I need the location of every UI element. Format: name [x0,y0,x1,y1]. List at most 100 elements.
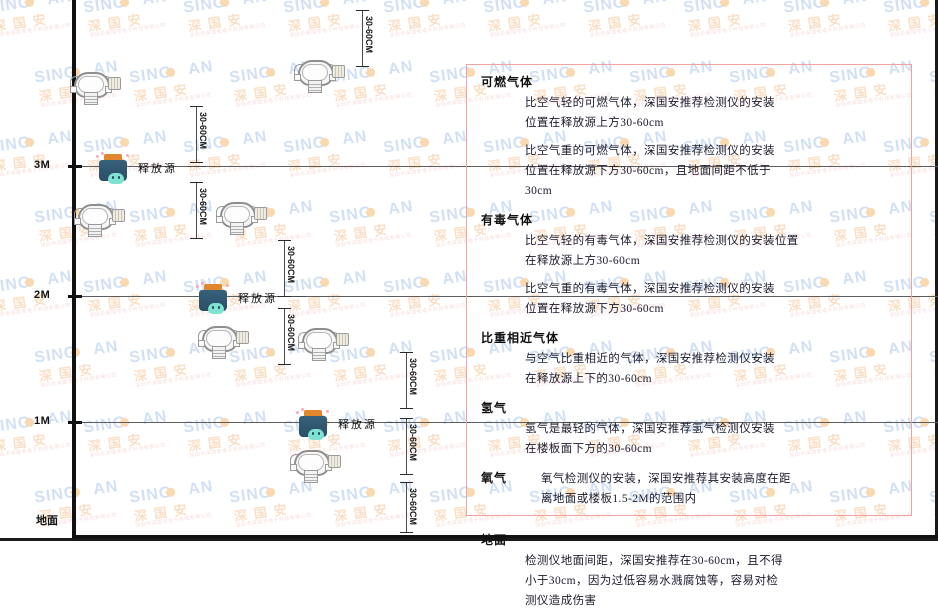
panel-section-line: 检测仪地面间距，深国安推荐在30-60cm，且不得 [525,555,783,567]
watermark-brand: SING AN [382,0,469,17]
dimension-label: 30-60CM [364,16,374,54]
detector-neck [212,346,226,359]
watermark-cn: 深国安 [87,10,149,35]
watermark-dot-icon [319,137,330,148]
detector-neck [88,224,102,237]
watermark-dot-icon [265,67,276,78]
watermark-url: 深圳市深国安电子科技有限公司 [589,22,667,40]
detector-inner-ring [78,76,104,93]
watermark-cn: 深国安 [333,360,395,385]
panel-section-line: 离地面或楼板1.5-2M的范围内 [541,493,697,505]
release-source-icon [196,282,230,314]
dimension-line [406,352,407,408]
watermark-brand: SING AN [0,0,73,17]
dimension-arrow [190,106,203,107]
watermark-url: 深圳市深国安电子科技有限公司 [189,22,267,40]
detector-inner-ring [298,454,324,471]
dimension-line [406,482,407,532]
detector-neck [84,92,98,105]
horizontal-axis-ground [72,535,938,538]
watermark-dot-icon [219,0,230,8]
dimension-label: 30-60CM [286,246,296,284]
watermark-cn: 深国安 [0,430,54,455]
release-source-label: 释放源 [138,163,177,175]
watermark-dot-icon [24,137,35,148]
watermark-brand: SING AN [682,0,769,17]
panel-section-line: 比空气轻的有毒气体，深国安推荐检测仪的安装位置 [525,235,799,247]
dimension-arrow [400,532,413,533]
release-source-leader-line [188,166,206,167]
watermark-url: 深圳市深国安电子科技有限公司 [789,22,867,40]
watermark-cn: 深国安 [887,10,938,35]
watermark-url: 深圳市深国安电子科技有限公司 [135,232,213,250]
watermark-dot-icon [319,277,330,288]
watermark-url: 深圳市深国安电子科技有限公司 [189,442,267,460]
watermark-dot-icon [919,137,930,148]
watermark-dot-icon [119,137,130,148]
detector-neck [304,470,318,483]
watermark-brand: SING AN [482,0,569,17]
watermark-cn: 深国安 [133,500,195,525]
watermark-brand: SING AN [128,477,215,507]
watermark-dot-icon [365,207,376,218]
release-source-body [199,290,227,314]
level-label-3m: 3M [34,159,51,171]
watermark-cn: 深国安 [287,10,349,35]
watermark-brand: SING AN [782,0,869,17]
release-source-body [99,160,127,184]
watermark-brand: SING AN [0,127,74,157]
watermark-dot-icon [24,277,35,288]
dimension-label: 30-60CM [286,314,296,352]
watermark-url: 深圳市深国安电子科技有限公司 [389,162,467,180]
watermark-url: 深圳市深国安电子科技有限公司 [235,92,313,110]
watermark-cn: 深国安 [133,220,195,245]
panel-section-heading: 地面 [481,533,508,547]
watermark-cn: 深国安 [187,430,249,455]
watermark-dot-icon [265,487,276,498]
watermark-dot-icon [919,277,930,288]
release-source-face [308,429,324,440]
watermark-brand: SING AN [82,267,169,297]
dimension-arrow [278,240,291,241]
gas-detector-icon [288,444,341,484]
watermark-dot-icon [619,0,630,8]
watermark-brand: SING AN [282,0,369,17]
release-source-body [299,416,327,440]
panel-section-line: 比空气重的可燃气体，深国安推荐检测仪的安装 [525,145,775,157]
detector-inner-ring [302,64,328,81]
panel-section-line: 与空气比重相近的气体，深国安推荐检测仪安装 [525,353,775,365]
watermark-url: 深圳市深国安电子科技有限公司 [689,22,767,40]
watermark-brand: SING AN [182,0,269,17]
watermark-cn: 深国安 [687,10,749,35]
watermark-cn: 深国安 [87,430,149,455]
panel-section-line: 位置在释放源下方30-60cm [525,303,664,315]
dimension-arrow [190,238,203,239]
detector-neck [308,80,322,93]
detector-lug-left [74,218,81,225]
level-label-1m: 1M [34,415,51,427]
panel-section-line: 比空气轻的可燃气体，深国安推荐检测仪的安装 [525,97,775,109]
dimension-arrow [400,418,413,419]
dimension-label: 30-60CM [198,112,208,150]
watermark-dot-icon [165,487,176,498]
watermark-brand: SING AN [382,267,469,297]
watermark-brand: SING AN [328,197,415,227]
detector-lug-left [216,216,223,223]
watermark-url: 深圳市深国安电子科技有限公司 [0,22,72,40]
dimension-arrow [400,482,413,483]
dimension-arrow [278,364,291,365]
level-line-1m [76,422,938,423]
